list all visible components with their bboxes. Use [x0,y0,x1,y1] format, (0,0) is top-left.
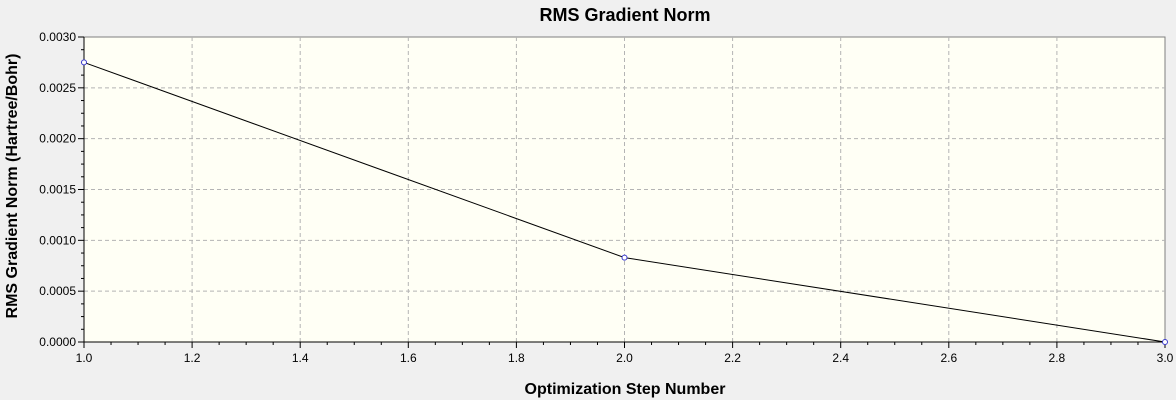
data-point[interactable] [621,254,628,261]
x-tick-label: 2.2 [724,351,741,365]
x-tick-label: 1.8 [508,351,525,365]
chart-title: RMS Gradient Norm [539,5,710,25]
data-point[interactable] [81,59,87,66]
x-tick-label: 1.6 [400,351,417,365]
x-axis-label: Optimization Step Number [525,381,726,398]
tick-labels: 1.0 1.2 1.4 1.6 1.8 2.0 2.2 2.4 2.6 2.8 3.0 0.0000 0… [39,30,1173,365]
y-tick-label: 0.0005 [39,284,76,298]
y-tick-label: 0.0020 [39,132,76,146]
y-tick-label: 0.0000 [39,335,76,349]
x-tick-label: 2.6 [940,351,957,365]
x-tick-label: 1.0 [76,351,93,365]
x-tick-label: 2.0 [616,351,633,365]
data-point[interactable] [1162,339,1168,345]
series-layer [81,59,1168,345]
axis-ticks [78,36,1166,348]
x-tick-label: 2.4 [832,351,849,365]
x-tick-label: 1.2 [184,351,201,365]
x-tick-label: 3.0 [1157,351,1174,365]
y-tick-label: 0.0015 [39,183,76,197]
y-axis-label: RMS Gradient Norm (Hartree/Bohr) [4,54,21,319]
y-tick-label: 0.0010 [39,233,76,247]
grid [84,37,1165,342]
x-tick-label: 1.4 [292,351,309,365]
x-tick-label: 2.8 [1049,351,1066,365]
y-tick-label: 0.0030 [39,30,76,44]
y-tick-label: 0.0025 [39,81,76,95]
